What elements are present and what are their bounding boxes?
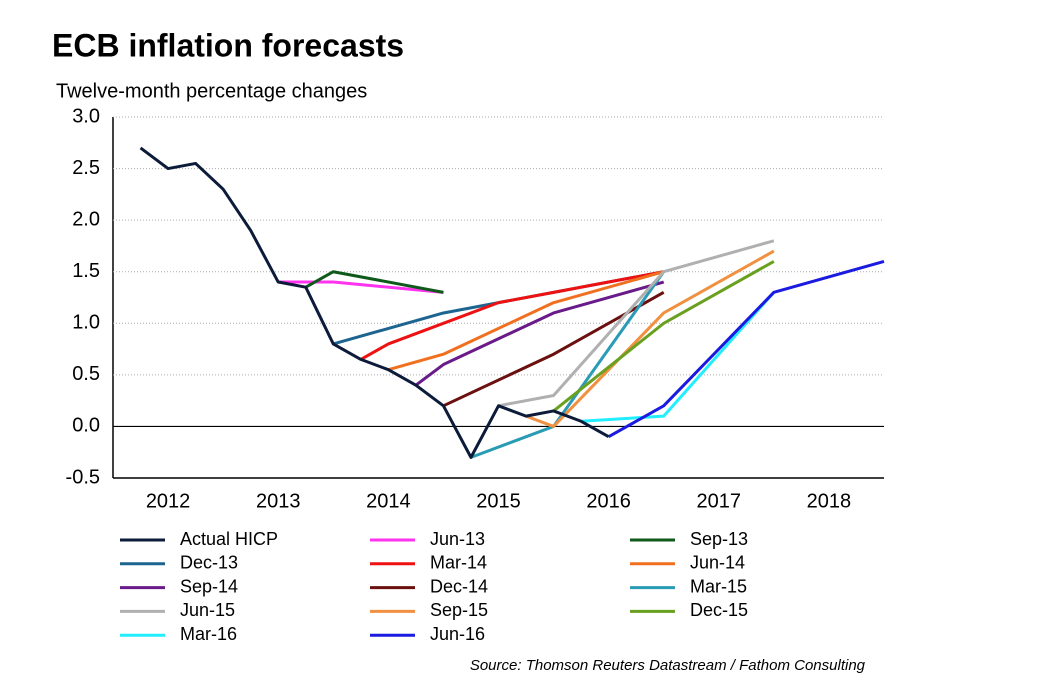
legend-label: Dec-15 xyxy=(690,600,748,620)
series-line xyxy=(525,249,775,428)
source-note: Source: Thomson Reuters Datastream / Fat… xyxy=(470,657,866,674)
y-tick-label: 2.0 xyxy=(72,208,100,230)
x-tick-label: 2012 xyxy=(146,490,191,512)
series-line xyxy=(139,146,610,459)
legend-label: Actual HICP xyxy=(180,529,278,549)
x-tick-label: 2017 xyxy=(697,490,742,512)
legend-label: Mar-14 xyxy=(430,553,487,573)
legend-label: Sep-15 xyxy=(430,600,488,620)
series-line xyxy=(332,270,664,346)
x-tick-label: 2013 xyxy=(256,490,301,512)
y-tick-label: 0.0 xyxy=(72,415,100,437)
x-tick-label: 2018 xyxy=(807,490,852,512)
series-line xyxy=(387,270,665,372)
series-line xyxy=(607,259,885,439)
series-line xyxy=(552,260,775,413)
series-line xyxy=(498,239,775,408)
legend-label: Dec-14 xyxy=(430,576,488,596)
y-tick-label: 0.5 xyxy=(72,363,100,385)
x-tick-label: 2015 xyxy=(476,490,521,512)
series-line xyxy=(581,291,775,423)
y-tick-label: 1.5 xyxy=(72,260,100,282)
y-tick-label: 2.5 xyxy=(72,157,100,179)
series-line xyxy=(305,270,444,294)
series-line xyxy=(414,280,665,387)
x-tick-label: 2016 xyxy=(586,490,631,512)
chart-title: ECB inflation forecasts xyxy=(52,27,404,63)
chart-subtitle: Twelve-month percentage changes xyxy=(56,80,367,102)
legend-label: Jun-16 xyxy=(430,624,485,644)
y-tick-label: 1.0 xyxy=(72,312,100,334)
y-tick-label: -0.5 xyxy=(66,466,100,488)
series-line xyxy=(278,280,444,294)
x-tick-label: 2014 xyxy=(366,490,411,512)
y-tick-label: 3.0 xyxy=(72,105,100,127)
legend-label: Jun-13 xyxy=(430,529,485,549)
series-line xyxy=(360,270,664,361)
legend-label: Jun-14 xyxy=(690,553,745,573)
legend-label: Sep-13 xyxy=(690,529,748,549)
legend-label: Sep-14 xyxy=(180,576,238,596)
legend-label: Mar-15 xyxy=(690,576,747,596)
legend-label: Dec-13 xyxy=(180,553,238,573)
legend-label: Mar-16 xyxy=(180,624,237,644)
legend-label: Jun-15 xyxy=(180,600,235,620)
